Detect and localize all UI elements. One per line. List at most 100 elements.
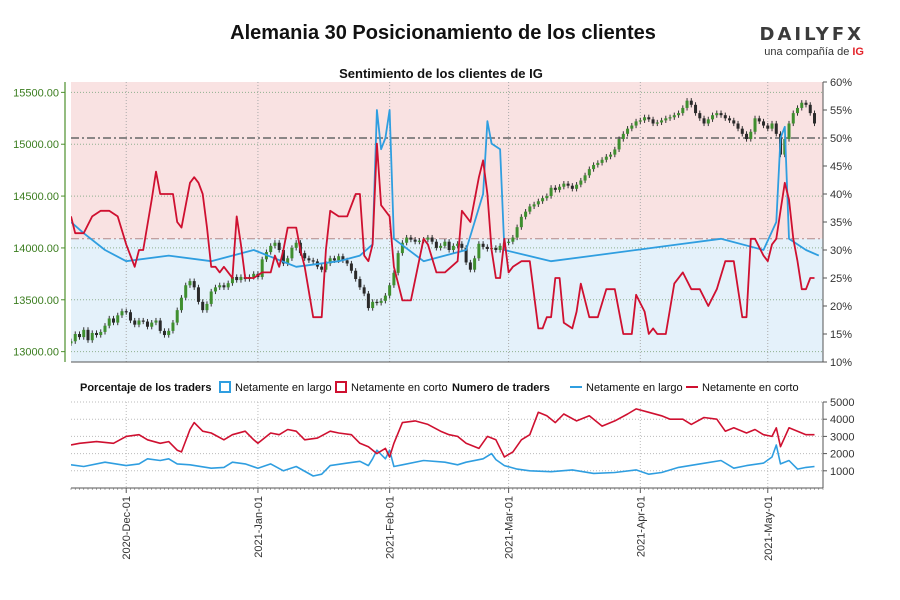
candle-body xyxy=(379,300,383,303)
candle-body xyxy=(150,322,154,327)
chart-subtitle: Sentimiento de los clientes de IG xyxy=(339,66,543,81)
legend-num-title: Numero de traders xyxy=(452,382,550,394)
logo-tagline: una compañía de IG xyxy=(760,46,864,58)
candle-body xyxy=(596,162,600,165)
candle-body xyxy=(447,241,451,250)
candle-body xyxy=(209,291,213,304)
candle-body xyxy=(145,321,149,327)
candle-body xyxy=(332,258,336,261)
candle-body xyxy=(349,263,353,271)
candle-body xyxy=(689,100,693,105)
candle-body xyxy=(222,285,226,288)
candle-body xyxy=(536,201,540,205)
candle-body xyxy=(766,125,770,129)
y-left-tick-label: 14500.00 xyxy=(13,191,59,203)
y-right-tick-label: 60% xyxy=(830,77,852,89)
candle-body xyxy=(553,187,557,190)
candle-body xyxy=(562,183,566,187)
candle-body xyxy=(774,123,778,134)
candle-body xyxy=(86,329,90,341)
candle-body xyxy=(787,123,791,140)
candle-body xyxy=(103,325,107,332)
candle-body xyxy=(600,159,604,163)
candle-body xyxy=(409,237,413,240)
candle-body xyxy=(107,318,111,326)
candle-body xyxy=(260,259,264,277)
x-tick-label: 2021-Feb-01 xyxy=(385,496,397,559)
y-right-tick-label: 15% xyxy=(830,329,852,341)
candle-body xyxy=(196,287,200,302)
candle-body xyxy=(337,256,341,261)
x-tick-label: 2020-Dec-01 xyxy=(121,496,133,560)
candle-body xyxy=(116,315,120,323)
candle-body xyxy=(558,186,562,190)
candle-body xyxy=(634,121,638,126)
candle-body xyxy=(311,260,315,262)
candle-body xyxy=(354,270,358,280)
candle-body xyxy=(736,123,740,129)
y-right-tick-label: 55% xyxy=(830,105,852,117)
candle-body xyxy=(702,118,706,124)
y-right-tick-label: 20% xyxy=(830,301,852,313)
logo-sub-text: una compañía de xyxy=(764,46,850,58)
candle-body xyxy=(120,311,124,316)
candle-body xyxy=(711,115,715,120)
candle-body xyxy=(532,204,536,207)
candle-body xyxy=(485,246,489,249)
candle-body xyxy=(273,242,277,246)
candle-body xyxy=(345,260,349,264)
candle-body xyxy=(94,332,98,336)
candle-body xyxy=(681,107,685,114)
candle-body xyxy=(660,120,664,123)
candle-body xyxy=(566,183,570,186)
candle-body xyxy=(294,242,298,248)
candle-body xyxy=(694,104,698,114)
x-tick-label: 2021-May-01 xyxy=(763,496,775,561)
candle-body xyxy=(519,216,523,228)
candle-body xyxy=(252,273,256,277)
candle-body xyxy=(451,245,455,250)
y-count-tick-label: 3000 xyxy=(830,431,854,443)
candle-body xyxy=(73,334,77,342)
y-left-tick-label: 13500.00 xyxy=(13,295,59,307)
candle-body xyxy=(137,320,141,325)
candle-body xyxy=(239,276,243,281)
series-long-count-line xyxy=(71,444,815,477)
y-right-tick-label: 10% xyxy=(830,357,852,369)
y-left-tick-label: 15500.00 xyxy=(13,87,59,99)
y-right-tick-label: 25% xyxy=(830,273,852,285)
candle-body xyxy=(749,131,753,140)
candle-body xyxy=(545,196,549,199)
candle-body xyxy=(179,297,183,311)
y-count-tick-label: 4000 xyxy=(830,414,854,426)
candle-body xyxy=(477,243,481,259)
candle-body xyxy=(617,139,621,150)
candle-body xyxy=(698,113,702,119)
candle-body xyxy=(791,113,795,124)
series-short-pct-line xyxy=(71,142,815,335)
y-count-tick-label: 5000 xyxy=(830,397,854,409)
candle-body xyxy=(672,115,676,118)
candle-body xyxy=(481,243,485,247)
candle-body xyxy=(468,262,472,270)
candle-body xyxy=(366,293,370,309)
candle-body xyxy=(184,285,188,298)
candle-body xyxy=(638,120,642,122)
candle-body xyxy=(664,118,668,121)
candle-body xyxy=(281,250,285,264)
y-left-tick-label: 13000.00 xyxy=(13,347,59,359)
candle-body xyxy=(235,276,239,281)
candle-body xyxy=(82,329,86,338)
x-tick-label: 2021-Apr-01 xyxy=(635,496,647,557)
candle-body xyxy=(213,287,217,292)
candle-body xyxy=(303,253,307,259)
candle-body xyxy=(511,237,515,242)
candle-body xyxy=(583,175,587,181)
candle-body xyxy=(728,118,732,121)
candle-body xyxy=(587,169,591,176)
candle-body xyxy=(371,301,375,309)
candle-body xyxy=(77,334,81,338)
y-right-tick-label: 35% xyxy=(830,217,852,229)
candle-body xyxy=(753,118,757,132)
